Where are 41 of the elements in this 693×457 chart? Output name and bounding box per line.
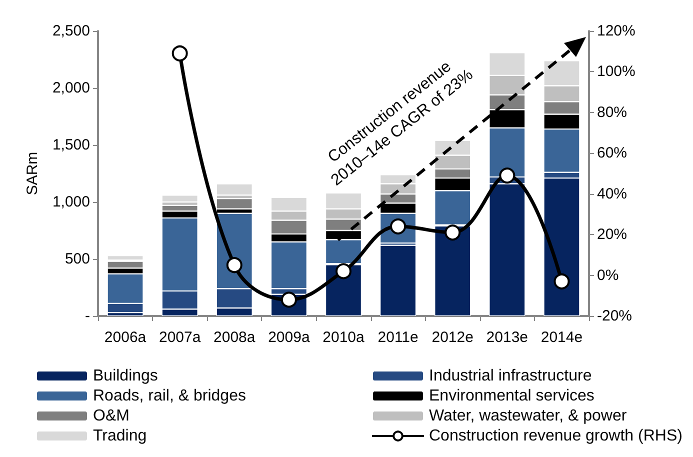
point: [444, 224, 461, 241]
x-tick-label: 2014e: [540, 329, 583, 346]
y2-tick-label: 100%: [597, 63, 636, 80]
legend-label: O&M: [93, 408, 130, 424]
bar: [216, 184, 252, 196]
y2-tick-label: 80%: [597, 104, 628, 121]
legend-label: Environmental services: [429, 388, 594, 404]
y-tick-label: 1,500: [52, 136, 90, 154]
legend-label: Trading: [93, 428, 147, 444]
bar: [162, 195, 198, 202]
point: [499, 168, 516, 184]
y-tick-label: 500: [64, 250, 90, 268]
legend-label: Industrial infrastructure: [429, 368, 592, 384]
point: [336, 263, 352, 280]
point: [172, 45, 188, 62]
y2-tick-label: -20%: [597, 308, 632, 324]
y-tick-label: -: [85, 308, 90, 324]
x-tick-label: 2008a: [214, 329, 256, 346]
point: [554, 273, 570, 290]
x-tick-label: 2013e: [486, 329, 528, 346]
x-tick-label: 2012e: [432, 329, 474, 346]
legend-label: Roads, rail, & bridges: [93, 388, 246, 404]
y2-tick-label: 120%: [597, 22, 636, 40]
y2-tick-label: 60%: [597, 144, 628, 162]
y2-tick-label: 40%: [597, 185, 628, 202]
y-tick-label: 2,500: [52, 22, 90, 40]
y-axis-title: SARm: [24, 152, 41, 196]
x-tick-label: 2009a: [268, 329, 310, 346]
bar: [380, 245, 416, 316]
point: [226, 257, 242, 274]
x-tick-label: 2010a: [322, 329, 366, 346]
y2-tick-label: 0%: [597, 266, 619, 284]
x-tick-label: 2011e: [378, 329, 418, 346]
y-tick-label: 1,000: [52, 194, 90, 210]
x-tick-label: 2006a: [104, 329, 147, 346]
legend-label: Buildings: [93, 368, 158, 384]
y2-tick-label: 20%: [597, 226, 628, 244]
x-tick-label: 2007a: [158, 329, 202, 346]
y-tick-label: 2,000: [52, 80, 90, 96]
legend-label: Water, wastewater, & power: [429, 408, 628, 424]
legend-label: Construction revenue growth (RHS): [429, 428, 682, 444]
